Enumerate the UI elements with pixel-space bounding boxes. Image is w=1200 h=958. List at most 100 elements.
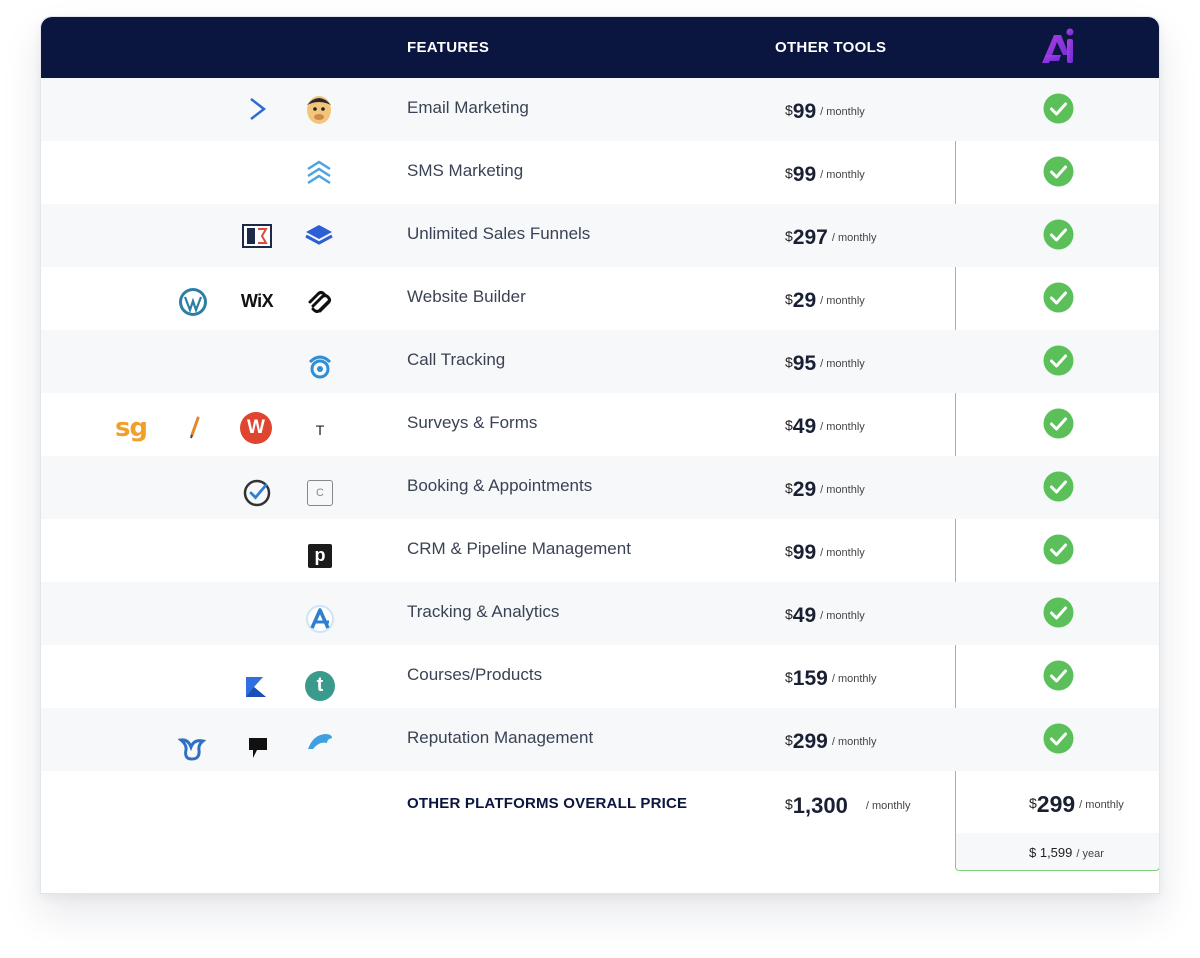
check-circle-icon <box>1043 345 1074 376</box>
price-amount: 29 <box>792 478 817 501</box>
currency-symbol: $ <box>785 291 793 307</box>
price-period: / monthly <box>820 169 865 181</box>
price-period: / monthly <box>831 232 877 244</box>
price-amount: 49 <box>792 604 817 627</box>
price-period: / monthly <box>831 673 877 685</box>
ai-logo-icon <box>1042 28 1074 63</box>
reputation-wave-icon <box>304 726 336 758</box>
price-amount: 159 <box>792 667 828 690</box>
feature-label: CRM & Pipeline Management <box>407 539 631 558</box>
our-period: / monthly <box>1079 799 1124 811</box>
teachable-icon: t <box>304 670 336 702</box>
wix-icon: WiX <box>237 285 277 317</box>
other-tools-price: $29/ monthly <box>785 289 865 313</box>
currency-symbol: $ <box>1029 795 1037 811</box>
table-row: Call Tracking $95/ monthly <box>41 330 1159 393</box>
price-period: / monthly <box>820 358 865 370</box>
price-period: / monthly <box>820 421 865 433</box>
check-circle-icon <box>1043 534 1074 565</box>
price-amount: 299 <box>792 730 828 753</box>
feature-label: Reputation Management <box>407 728 594 747</box>
table-row: t Courses/Products $159/ monthly <box>41 645 1159 708</box>
price-period: / monthly <box>831 736 877 748</box>
feature-label: Unlimited Sales Funnels <box>407 224 591 243</box>
currency-symbol: $ <box>785 354 793 370</box>
currency-symbol: $ <box>785 165 793 181</box>
other-tools-price: $99/ monthly <box>785 541 865 565</box>
table-row: Email Marketing $99/ monthly <box>41 78 1159 141</box>
surveygizmo-wordmark: sg <box>114 413 148 443</box>
typeform-icon: T <box>304 414 336 446</box>
podium-icon <box>242 732 274 764</box>
table-row: SMS Marketing $99/ monthly <box>41 141 1159 204</box>
currency-symbol: $ <box>785 228 793 244</box>
other-tools-price: $95/ monthly <box>785 352 865 376</box>
currency-symbol: $ <box>785 732 793 748</box>
teachable-letter: t <box>316 674 324 696</box>
yearly-period: / year <box>1076 848 1104 860</box>
birdeye-icon <box>177 733 209 765</box>
pipedrive-icon: p <box>304 540 336 572</box>
activecampaign-icon <box>242 93 274 125</box>
wix-wordmark: WiX <box>240 290 274 311</box>
wufoo-icon: W <box>240 412 272 444</box>
check-circle-icon <box>1043 219 1074 250</box>
callrail-icon <box>304 349 336 381</box>
sms-chevrons-icon <box>303 157 335 189</box>
price-period: / monthly <box>820 484 865 496</box>
wordpress-icon <box>177 286 209 318</box>
other-tools-price: $159/ monthly <box>785 667 876 691</box>
currency-symbol: $ <box>785 543 793 559</box>
check-circle-icon <box>1043 471 1074 502</box>
currency-symbol: $ <box>785 480 793 496</box>
feature-label: SMS Marketing <box>407 161 524 180</box>
currency-symbol: $ <box>785 102 793 118</box>
total-amount: 1,300 <box>792 793 848 818</box>
total-period: / monthly <box>865 800 911 812</box>
other-tools-price: $99/ monthly <box>785 100 865 124</box>
calendly-icon: C <box>304 477 336 509</box>
table-row: WiX Website Builder $29/ monthly <box>41 267 1159 330</box>
check-circle-icon <box>1043 282 1074 313</box>
table-row: p CRM & Pipeline Management $99/ monthly <box>41 519 1159 582</box>
yearly-price-box <box>956 833 1159 870</box>
feature-label: Courses/Products <box>407 665 543 684</box>
our-amount: 299 <box>1036 791 1076 817</box>
feature-label: Email Marketing <box>407 98 529 117</box>
squarespace-icon <box>303 286 335 318</box>
currency-symbol: $ <box>785 606 793 622</box>
calendly-letter: C <box>316 487 324 499</box>
check-circle-icon <box>1043 723 1074 754</box>
check-circle-icon <box>1043 597 1074 628</box>
price-amount: 49 <box>792 415 817 438</box>
yearly-amount: $ 1,599 <box>1029 845 1073 860</box>
table-row: Tracking & Analytics $49/ monthly <box>41 582 1159 645</box>
check-circle-icon <box>1043 93 1074 124</box>
price-period: / monthly <box>820 547 865 559</box>
table-row: C Booking & Appointments $29/ monthly <box>41 456 1159 519</box>
acuity-check-icon <box>241 477 273 509</box>
currency-symbol: $ <box>785 796 793 812</box>
other-tools-price: $299/ monthly <box>785 730 876 754</box>
check-circle-icon <box>1043 660 1074 691</box>
price-period: / monthly <box>820 295 865 307</box>
pricing-comparison-card: FEATURES OTHER TOOLS <box>40 16 1160 894</box>
surveygizmo-icon: sg <box>113 412 149 444</box>
currency-symbol: $ <box>785 417 793 433</box>
other-tools-column-header: OTHER TOOLS <box>775 39 887 56</box>
total-price-label: OTHER PLATFORMS OVERALL PRICE <box>407 795 688 812</box>
features-column-header: FEATURES <box>407 39 490 56</box>
price-amount: 29 <box>792 289 817 312</box>
price-period: / monthly <box>820 610 865 622</box>
price-amount: 99 <box>792 541 817 564</box>
feature-label: Call Tracking <box>407 350 506 369</box>
wufoo-letter: W <box>247 417 265 438</box>
mailchimp-icon <box>302 91 336 127</box>
check-circle-icon <box>1043 408 1074 439</box>
currency-symbol: $ <box>785 669 793 685</box>
table-row: sg W T Surveys & Forms $49/ monthly <box>41 393 1159 456</box>
price-amount: 95 <box>792 352 817 375</box>
feature-label: Surveys & Forms <box>407 413 538 432</box>
feature-label: Booking & Appointments <box>407 476 593 495</box>
check-circle-icon <box>1043 156 1074 187</box>
